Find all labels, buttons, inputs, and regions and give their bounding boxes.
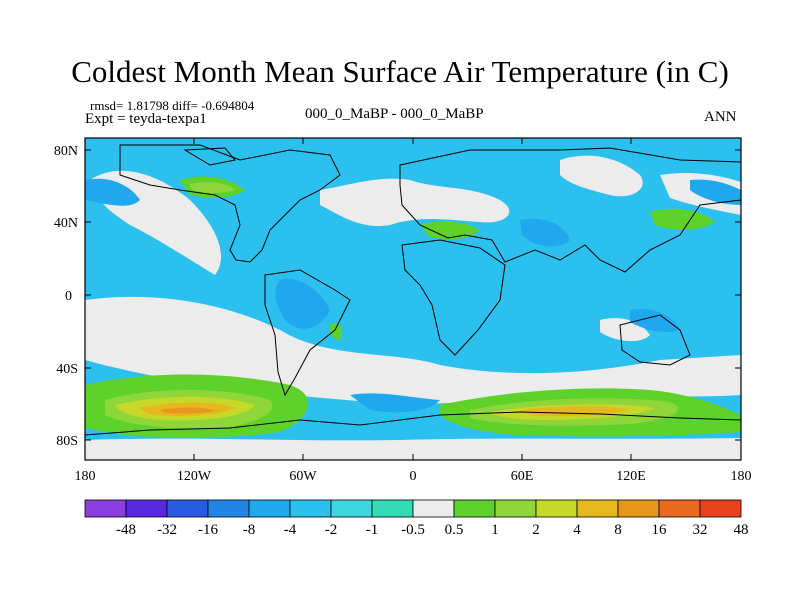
colorbar-swatch	[248, 499, 291, 518]
colorbar-swatch	[84, 499, 127, 518]
lon-label: 0	[410, 469, 417, 484]
lat-label: 0	[65, 289, 72, 304]
colorbar-swatch	[658, 499, 701, 518]
colorbar-label: -0.5	[401, 522, 425, 538]
lat-label: 40N	[54, 216, 78, 231]
lon-label: 60E	[511, 469, 534, 484]
colorbar-label: -4	[284, 522, 297, 538]
lon-label: 180	[731, 469, 752, 484]
colorbar-swatch	[535, 499, 578, 518]
lon-label: 120E	[616, 469, 646, 484]
experiment-label: Expt = teyda-texpa1	[85, 111, 207, 127]
colorbar: -48 -32 -16 -8 -4 -2 -1 -0.5 0.5 1 2 4 8 16 32 48	[84, 499, 749, 538]
colorbar-label: -8	[243, 522, 256, 538]
colorbar-swatch	[494, 499, 537, 518]
colorbar-swatch	[125, 499, 168, 518]
colorbar-swatch	[371, 499, 414, 518]
colorbar-label: 1	[491, 522, 499, 538]
colorbar-label: 48	[734, 522, 749, 538]
colorbar-label: -32	[157, 522, 177, 538]
colorbar-swatch	[207, 499, 250, 518]
map-title: Coldest Month Mean Surface Air Temperatu…	[71, 54, 729, 89]
colorbar-label: 16	[652, 522, 668, 538]
colorbar-swatch	[576, 499, 619, 518]
colorbar-label: 8	[614, 522, 622, 538]
colorbar-label: -16	[198, 522, 218, 538]
lat-label: 80S	[56, 434, 78, 449]
axis-ticks	[84, 138, 742, 460]
colorbar-swatch	[617, 499, 660, 518]
colorbar-swatch	[412, 499, 455, 518]
lon-label: 120W	[177, 469, 212, 484]
colorbar-swatch	[699, 499, 742, 518]
colorbar-label: -1	[366, 522, 379, 538]
colorbar-swatch	[330, 499, 373, 518]
case-label: 000_0_MaBP - 000_0_MaBP	[305, 106, 484, 122]
lat-label: 40S	[56, 362, 78, 377]
colorbar-label: 4	[573, 522, 581, 538]
colorbar-swatch	[166, 499, 209, 518]
lon-label: 60W	[289, 469, 317, 484]
rmsd-diff-stats: rmsd= 1.81798 diff= -0.694804	[90, 98, 255, 113]
lon-label: 180	[75, 469, 96, 484]
temperature-field	[85, 138, 741, 460]
colorbar-label: -48	[116, 522, 136, 538]
colorbar-swatch	[453, 499, 496, 518]
lat-label: 80N	[54, 144, 78, 159]
colorbar-label: -2	[325, 522, 338, 538]
colorbar-label: 32	[693, 522, 708, 538]
season-label: ANN	[704, 109, 737, 125]
colorbar-swatch	[289, 499, 332, 518]
colorbar-label: 0.5	[445, 522, 464, 538]
colorbar-label: 2	[532, 522, 540, 538]
